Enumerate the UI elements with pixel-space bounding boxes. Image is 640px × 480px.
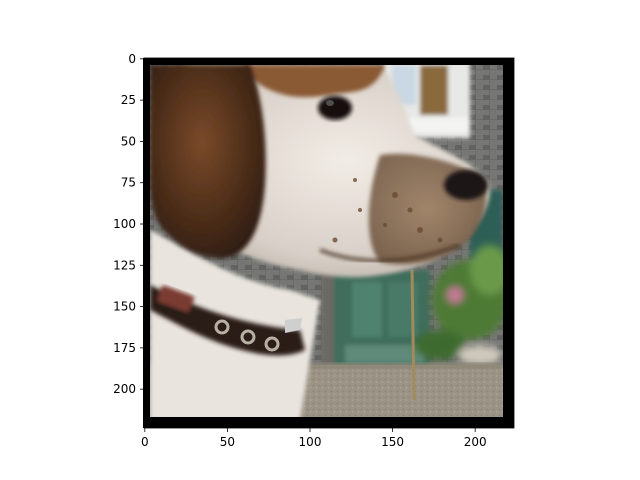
dog-eye bbox=[318, 96, 352, 120]
dog-photo bbox=[150, 65, 503, 417]
y-tick-label: 0 bbox=[128, 52, 136, 66]
x-tick-label: 50 bbox=[220, 435, 235, 449]
axes-frame bbox=[143, 57, 515, 429]
dog-nose bbox=[444, 170, 488, 200]
y-tick-label: 175 bbox=[113, 341, 136, 355]
x-tick-label: 200 bbox=[464, 435, 487, 449]
y-tick-label: 150 bbox=[113, 300, 136, 314]
y-tick-label: 50 bbox=[121, 134, 136, 148]
y-tick-label: 75 bbox=[121, 176, 136, 190]
x-tick-label: 0 bbox=[141, 435, 149, 449]
y-axis: 0 25 50 75 100 125 150 175 200 bbox=[113, 52, 144, 396]
y-tick-label: 25 bbox=[121, 93, 136, 107]
y-tick-label: 200 bbox=[113, 382, 136, 396]
y-tick-label: 125 bbox=[113, 258, 136, 272]
dog-ear bbox=[150, 65, 266, 259]
x-axis: 0 50 100 150 200 bbox=[141, 428, 487, 449]
dog bbox=[150, 65, 490, 417]
x-tick-label: 100 bbox=[299, 435, 322, 449]
window bbox=[382, 65, 470, 138]
y-tick-label: 100 bbox=[113, 217, 136, 231]
plants bbox=[415, 245, 503, 365]
x-tick-label: 150 bbox=[381, 435, 404, 449]
dog-collar bbox=[150, 285, 305, 356]
